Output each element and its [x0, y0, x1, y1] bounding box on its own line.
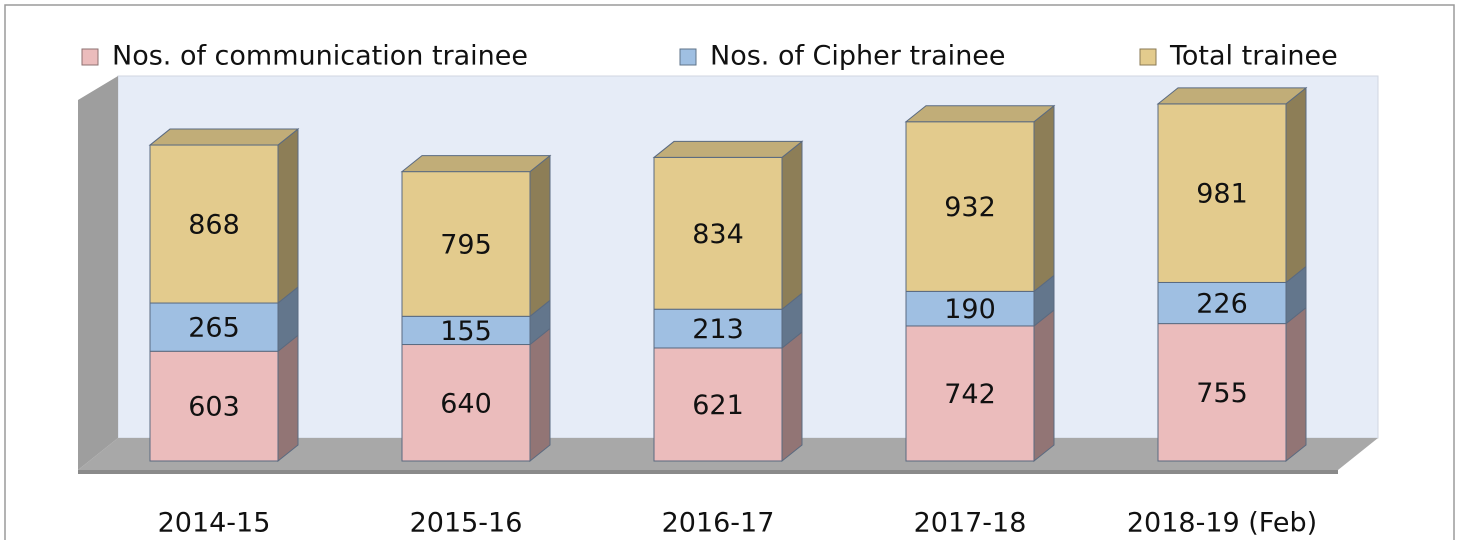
data-label: 265: [188, 313, 240, 344]
bar-top: [400, 155, 552, 173]
bar-top: [148, 128, 300, 146]
legend-label: Total trainee: [1169, 41, 1338, 72]
bar: [905, 290, 1035, 327]
bar: [1157, 323, 1287, 462]
bar-side: [1033, 308, 1055, 463]
data-label: 868: [188, 210, 240, 241]
data-label: 981: [1196, 179, 1248, 210]
bar: [1157, 103, 1287, 283]
bar: [905, 121, 1035, 292]
data-label: 742: [944, 379, 996, 410]
x-tick-label: 2016-17: [662, 508, 775, 539]
data-label: 621: [692, 390, 744, 421]
bar-side: [1033, 104, 1055, 293]
bar-top: [904, 105, 1056, 123]
bar: [653, 308, 783, 349]
data-label: 795: [440, 229, 492, 260]
bar-top: [652, 140, 804, 158]
data-label: 755: [1196, 378, 1248, 409]
bar-top: [1156, 87, 1308, 105]
x-tick-label: 2014-15: [158, 508, 271, 539]
bar: [1157, 281, 1287, 325]
data-label: 603: [188, 392, 240, 423]
legend-swatch: [1139, 48, 1157, 66]
data-label: 834: [692, 219, 744, 250]
legend-label: Nos. of Cipher trainee: [710, 41, 1006, 72]
bar: [149, 302, 279, 352]
bar: [401, 315, 531, 346]
legend-swatch: [81, 48, 99, 66]
floor-edge: [78, 470, 1338, 474]
data-label: 640: [440, 388, 492, 419]
bar: [149, 144, 279, 304]
bar: [653, 347, 783, 462]
data-label: 226: [1196, 289, 1248, 320]
bar-side: [781, 140, 803, 311]
data-label: 155: [440, 316, 492, 347]
x-tick-label: 2015-16: [410, 508, 523, 539]
data-label: 190: [944, 294, 996, 325]
bar: [401, 171, 531, 317]
bar-side: [529, 154, 551, 318]
x-tick-label: 2018-19 (Feb): [1127, 508, 1317, 539]
bar-side: [277, 128, 299, 305]
bar: [653, 156, 783, 310]
legend-swatch: [679, 48, 697, 66]
bar-side: [781, 330, 803, 463]
bar-side: [1285, 306, 1307, 463]
x-tick-label: 2017-18: [914, 508, 1027, 539]
data-label: 932: [944, 192, 996, 223]
side-wall: [78, 76, 118, 470]
bar-side: [529, 327, 551, 463]
bar-side: [1285, 86, 1307, 284]
bar-side: [277, 334, 299, 463]
legend-label: Nos. of communication trainee: [112, 41, 528, 72]
bar: [401, 344, 531, 462]
data-label: 213: [692, 314, 744, 345]
